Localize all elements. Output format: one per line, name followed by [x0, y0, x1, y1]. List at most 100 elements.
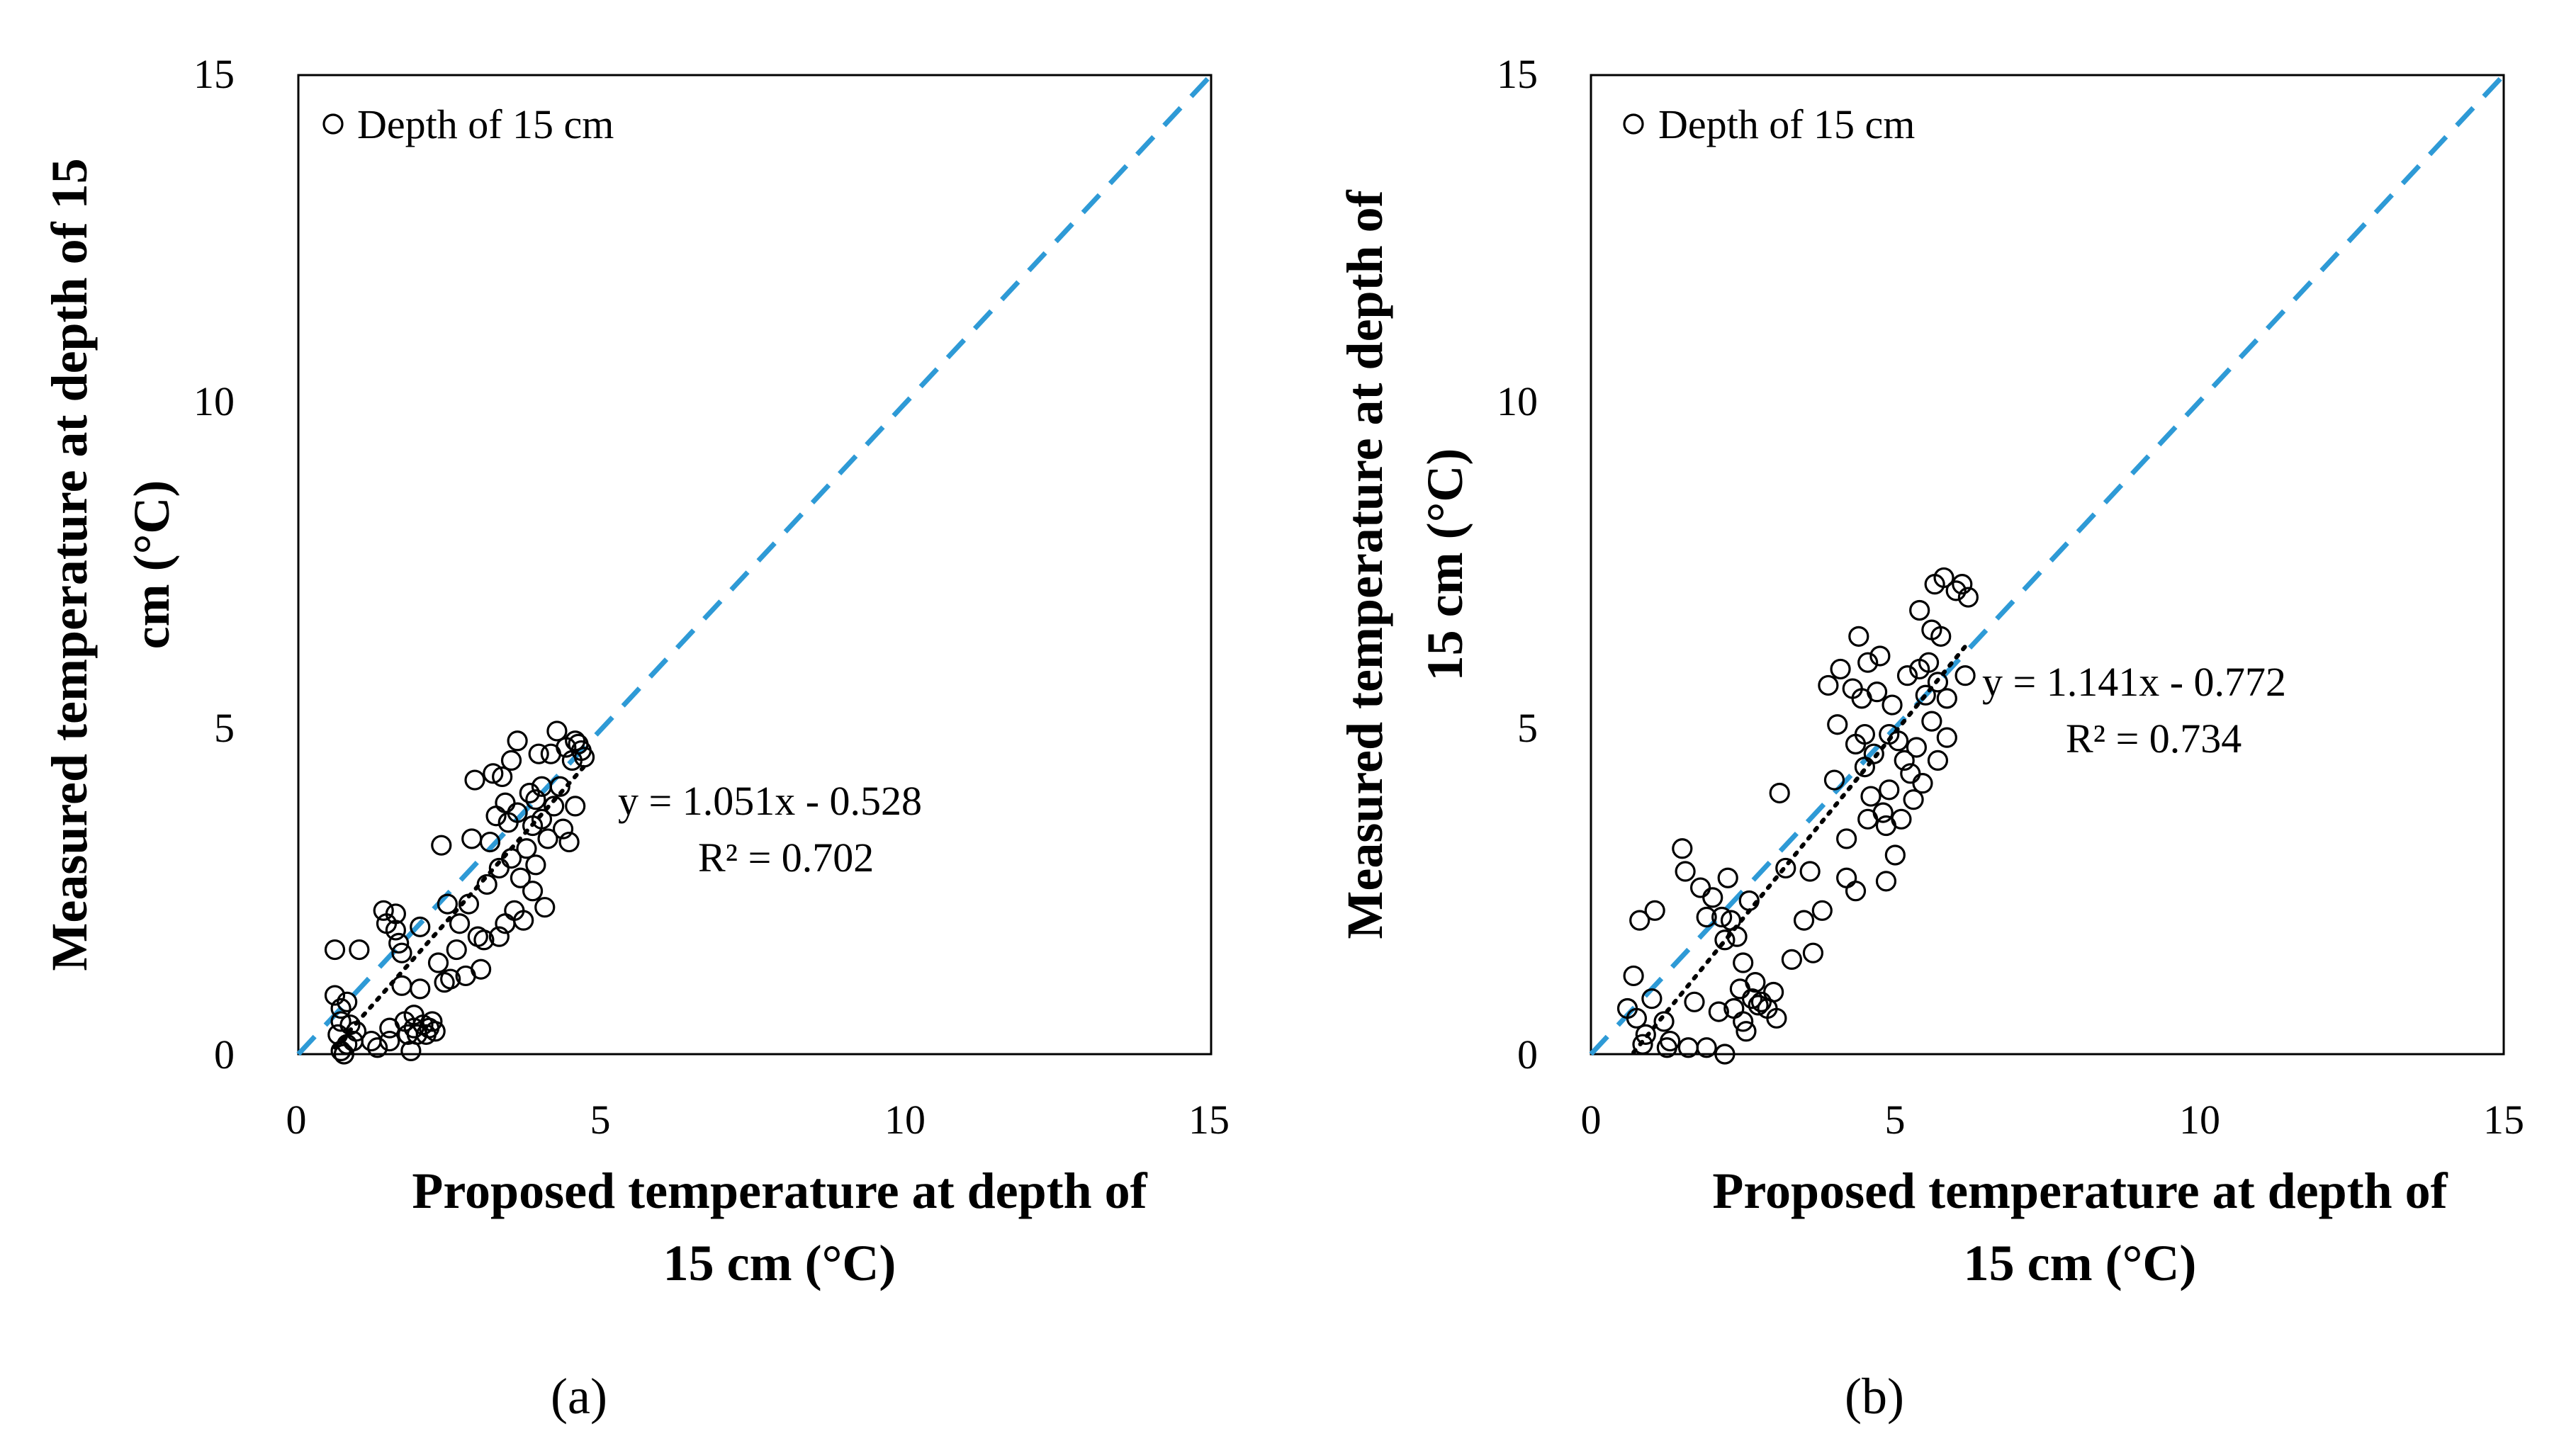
r-squared-label: R² = 0.702	[698, 835, 874, 881]
data-point	[1708, 1001, 1729, 1022]
data-point	[1766, 1007, 1787, 1029]
data-point	[1775, 857, 1796, 879]
data-point	[1714, 1044, 1736, 1065]
one-to-one-line	[1589, 73, 2506, 1056]
data-point	[1741, 988, 1763, 1010]
x-axis-label-line1: Proposed temperature at depth of	[412, 1163, 1147, 1219]
x-tick-label: 5	[590, 1097, 611, 1143]
data-point	[1936, 688, 1957, 709]
data-point	[479, 831, 501, 853]
data-point	[519, 782, 540, 804]
data-point	[1830, 658, 1851, 680]
data-point	[330, 997, 351, 1019]
data-point	[525, 789, 546, 810]
trendline	[1631, 640, 1971, 1055]
data-point	[1896, 665, 1918, 686]
data-point	[410, 978, 431, 1000]
data-point	[546, 720, 568, 742]
x-tick-label: 15	[2483, 1097, 2524, 1143]
y-tick-label: 10	[193, 378, 235, 424]
data-point	[1748, 995, 1769, 1016]
data-point	[1930, 626, 1952, 647]
data-point	[1906, 737, 1927, 758]
data-point	[516, 838, 537, 859]
data-point	[1793, 910, 1815, 931]
data-point	[1802, 942, 1824, 963]
data-point	[1927, 750, 1949, 771]
trend-equation: y = 1.051x - 0.528	[618, 778, 922, 824]
data-point	[1879, 779, 1900, 801]
data-point	[492, 766, 513, 788]
y-axis-label-line2: cm (°C)	[123, 480, 180, 650]
data-point	[1860, 786, 1882, 807]
data-point	[565, 796, 586, 817]
data-point	[440, 968, 461, 990]
legend: Depth of 15 cm	[1623, 101, 1915, 147]
y-axis-label-line1: Measured temperature at depth of 15	[41, 158, 98, 971]
x-axis-ticks: 0 5 10 15	[286, 1097, 1230, 1143]
data-point	[1702, 887, 1723, 908]
data-point	[1882, 694, 1903, 716]
data-point	[324, 939, 346, 961]
data-point	[339, 1014, 361, 1036]
data-point	[1884, 844, 1906, 866]
data-point	[495, 792, 516, 813]
x-tick-label: 0	[286, 1097, 307, 1143]
x-tick-label: 15	[1188, 1097, 1230, 1143]
data-point	[470, 959, 492, 980]
data-point	[1675, 861, 1696, 882]
y-tick-label: 15	[1497, 51, 1538, 97]
data-point	[446, 939, 467, 961]
data-point	[1945, 580, 1967, 601]
legend: Depth of 15 cm	[322, 101, 614, 147]
x-tick-label: 0	[1581, 1097, 1602, 1143]
data-point	[1714, 929, 1736, 951]
data-point	[1769, 782, 1790, 804]
trendline	[332, 764, 587, 1050]
plot-frame	[297, 74, 1213, 1056]
data-point	[507, 730, 528, 752]
data-point	[385, 903, 406, 925]
y-tick-label: 5	[214, 705, 235, 751]
data-point	[534, 897, 556, 918]
data-point	[483, 763, 504, 784]
data-point	[1836, 867, 1857, 888]
data-point	[1854, 723, 1875, 745]
y-tick-label: 5	[1517, 705, 1538, 751]
data-point	[337, 991, 358, 1012]
data-point	[531, 808, 553, 830]
data-point	[1918, 652, 1940, 673]
data-point	[461, 828, 483, 849]
y-tick-label: 0	[214, 1031, 235, 1078]
data-point	[1641, 988, 1663, 1010]
data-point	[1827, 714, 1848, 735]
data-point	[552, 818, 574, 839]
data-point	[422, 1011, 443, 1032]
data-point	[1912, 773, 1933, 794]
data-points	[324, 720, 595, 1065]
x-axis-label-line2: 15 cm (°C)	[1964, 1235, 2197, 1291]
x-axis-label-line1: Proposed temperature at depth of	[1712, 1163, 2448, 1219]
data-point	[1635, 1024, 1656, 1045]
data-point	[544, 796, 565, 817]
legend-label: Depth of 15 cm	[357, 101, 614, 147]
data-point	[388, 932, 410, 954]
data-point	[1909, 599, 1930, 621]
data-point	[1736, 1021, 1757, 1042]
data-point	[1711, 906, 1733, 928]
data-point	[379, 1030, 400, 1052]
data-point	[1872, 802, 1894, 823]
data-point	[1672, 838, 1693, 859]
data-point	[424, 1021, 446, 1042]
data-point	[349, 939, 370, 961]
data-point	[565, 730, 586, 752]
y-tick-label: 10	[1497, 378, 1538, 424]
x-axis-label-line2: 15 cm (°C)	[663, 1235, 896, 1291]
data-point	[1689, 877, 1711, 898]
data-point	[1629, 910, 1650, 931]
data-point	[1745, 972, 1766, 993]
data-point	[1632, 1034, 1653, 1055]
panel-label: (a)	[551, 1368, 607, 1425]
data-point	[1811, 900, 1833, 921]
